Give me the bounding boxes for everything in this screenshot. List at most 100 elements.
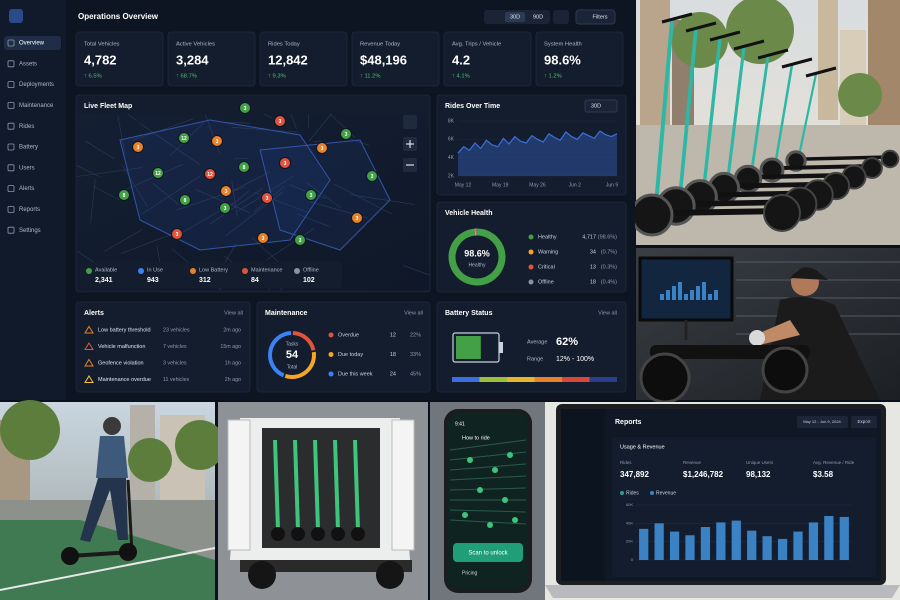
legend-dot (328, 371, 334, 377)
legend-label: Offline (303, 267, 319, 273)
map-road (308, 114, 332, 142)
alert-text: Maintenance overdue (98, 377, 151, 383)
pin-label[interactable]: 3 (310, 193, 313, 199)
view-all[interactable]: View all (404, 310, 423, 316)
pin-label[interactable]: 3 (356, 216, 359, 222)
map-pin (204, 168, 216, 180)
donut-segment (284, 351, 316, 379)
row-share: (0.3%) (601, 264, 617, 270)
map-road (225, 191, 284, 237)
bar (777, 538, 788, 560)
legend-dot (528, 249, 534, 255)
pin-label[interactable]: 3 (216, 139, 219, 145)
stat-value: $3.58 (813, 470, 834, 479)
y-tick-label: 40K (626, 520, 633, 525)
cargo-scooter (273, 439, 280, 531)
tree (128, 438, 172, 482)
alert-text: Geofence violation (98, 360, 144, 366)
pin-label[interactable]: 3 (176, 232, 179, 238)
nav-item[interactable]: Assets (19, 61, 37, 67)
pin-label[interactable]: 12 (181, 136, 187, 142)
alert-icon (84, 342, 94, 350)
view-all[interactable]: View all (224, 310, 243, 316)
pin-label[interactable]: 12 (155, 171, 161, 177)
map-road (152, 183, 179, 205)
nav-item[interactable]: Settings (19, 228, 41, 234)
panel-title: Alerts (84, 310, 104, 317)
bar (793, 531, 803, 560)
pin-label[interactable]: 8 (123, 193, 126, 199)
kpi-value: 3,284 (176, 52, 209, 67)
monitor-bar (696, 286, 700, 300)
kpi-change: ↑ 11.2% (360, 74, 381, 80)
nav-icon (7, 205, 15, 213)
nav-item[interactable]: Battery (19, 145, 38, 151)
map-road (85, 140, 115, 160)
glove (749, 330, 765, 346)
pin-label[interactable]: 3 (137, 145, 140, 151)
pin-label[interactable]: 3 (244, 106, 247, 112)
donut-top: Tasks (286, 341, 299, 347)
phone-pin (492, 467, 498, 473)
pin-label[interactable]: 3 (371, 174, 374, 180)
phone-button-label: Scan to unlock (468, 551, 508, 557)
legend-dot (620, 491, 624, 495)
map-road (138, 122, 201, 166)
van-door (391, 419, 415, 551)
monitor-bar (708, 294, 712, 300)
range-value: 12% - 100% (556, 356, 594, 363)
cargo-wheel (291, 527, 305, 541)
nav-item[interactable]: Rides (19, 124, 34, 130)
x-tick-label: May 26 (529, 182, 546, 188)
range-select-label[interactable]: 30D (591, 103, 601, 109)
map-pin (257, 232, 269, 244)
filters-label[interactable]: Filters (593, 14, 608, 20)
x-tick-label: Jun 2 (569, 182, 581, 188)
y-tick-label: 2K (448, 173, 455, 179)
nav-item[interactable]: Alerts (19, 186, 34, 192)
nav-item[interactable]: Users (19, 165, 35, 171)
nav-item[interactable]: Deployments (19, 82, 54, 88)
row-percent: 45% (410, 371, 421, 377)
pin-label[interactable]: 3 (266, 196, 269, 202)
wheel (119, 543, 137, 561)
range-button[interactable]: 30D (510, 14, 520, 20)
building (818, 0, 838, 120)
map-road (349, 194, 415, 205)
nav-item[interactable]: Maintenance (19, 103, 54, 109)
bar (716, 522, 726, 560)
pin-label[interactable]: 3 (299, 238, 302, 244)
phone-pin (487, 522, 493, 528)
pin-label[interactable]: 12 (207, 172, 213, 178)
scooter-bar (805, 66, 837, 78)
map-pin (316, 142, 328, 154)
bar (700, 527, 711, 560)
panel (436, 201, 627, 293)
nav-item[interactable]: Overview (19, 41, 45, 47)
nav-icon (7, 60, 15, 68)
pin-label[interactable]: 3 (345, 132, 348, 138)
pin-label[interactable]: 8 (243, 165, 246, 171)
pin-label[interactable]: 3 (225, 189, 228, 195)
pin-label[interactable]: 3 (321, 146, 324, 152)
range-button[interactable]: 90D (533, 14, 543, 20)
pin-label[interactable]: 8 (184, 198, 187, 204)
kpi-change: ↑ 9.3% (268, 74, 286, 80)
nav-item[interactable]: Reports (19, 207, 40, 213)
alert-count: 7 vehicles (163, 344, 187, 350)
scooter-bar (757, 48, 789, 60)
alert-count: 11 vehicles (163, 377, 189, 383)
pin-label[interactable]: 3 (262, 236, 265, 242)
pin-label[interactable]: 3 (279, 119, 282, 125)
view-all[interactable]: View all (598, 310, 617, 316)
donut-label: Healthy (469, 262, 486, 268)
pin-label[interactable]: 3 (284, 161, 287, 167)
nav-icon (7, 164, 15, 172)
legend-dot (528, 264, 534, 270)
tree (672, 12, 728, 68)
monitor-bar (690, 290, 694, 300)
zone (119, 119, 331, 251)
pin-label[interactable]: 3 (224, 206, 227, 212)
